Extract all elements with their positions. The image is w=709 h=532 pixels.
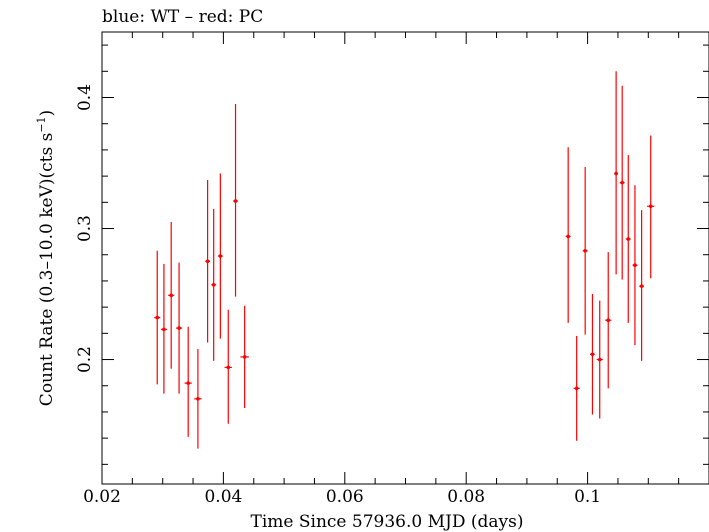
data-point	[154, 250, 161, 385]
data-marker	[177, 326, 181, 330]
y-axis-tick-labels: 0.2 0.3 0.4	[75, 84, 95, 373]
chart-title: blue: WT – red: PC	[102, 7, 263, 27]
data-point	[590, 294, 595, 415]
data-point	[632, 185, 638, 346]
data-marker	[597, 357, 602, 362]
y-tick-label: 0.2	[75, 346, 95, 373]
y-axis-label: Count Rate (0.3–10.0 keV)(cts s−1)	[35, 110, 57, 406]
data-point	[176, 262, 183, 394]
data-marker	[218, 254, 223, 258]
data-point	[184, 326, 192, 437]
plot-frame	[101, 31, 709, 485]
y-axis-ticks	[102, 44, 709, 465]
data-marker	[583, 248, 587, 253]
data-marker	[639, 284, 644, 288]
data-point	[211, 208, 217, 361]
data-point	[217, 173, 223, 339]
data-point	[605, 252, 612, 389]
data-marker	[648, 204, 653, 209]
x-tick-label: 0.06	[326, 487, 364, 507]
x-tick-label: 0.04	[204, 487, 242, 507]
data-point	[639, 210, 645, 361]
x-axis-tick-labels: 0.02 0.04 0.06 0.08 0.1	[83, 487, 601, 507]
y-tick-label: 0.3	[75, 215, 95, 242]
data-marker	[226, 365, 231, 370]
data-marker	[242, 355, 247, 359]
data-marker	[633, 263, 637, 268]
data-marker	[162, 327, 166, 332]
data-point	[224, 309, 232, 424]
y-tick-label: 0.4	[75, 84, 95, 111]
data-points	[154, 71, 655, 449]
data-point	[596, 300, 603, 419]
data-marker	[574, 386, 579, 391]
x-tick-label: 0.08	[447, 487, 485, 507]
data-point	[614, 71, 618, 275]
data-point	[582, 166, 588, 335]
data-point	[619, 85, 625, 280]
data-marker	[606, 318, 611, 323]
x-tick-label: 0.1	[574, 487, 601, 507]
data-point	[194, 349, 202, 449]
data-marker	[626, 237, 631, 241]
data-point	[233, 104, 238, 297]
data-point	[160, 263, 167, 394]
data-marker	[566, 234, 570, 239]
data-marker	[196, 397, 200, 401]
data-marker	[205, 259, 210, 264]
data-point	[573, 335, 580, 441]
x-axis-ticks	[101, 32, 709, 484]
data-marker	[169, 293, 173, 298]
data-marker	[211, 283, 216, 287]
data-marker	[186, 381, 190, 385]
data-point	[565, 147, 571, 323]
data-marker	[233, 199, 238, 203]
data-marker	[590, 352, 595, 357]
y-axis-label-superscript: −1	[35, 116, 48, 132]
data-point	[168, 221, 175, 369]
x-tick-label: 0.02	[83, 487, 121, 507]
data-point	[205, 180, 211, 343]
data-point	[625, 155, 631, 323]
x-axis-label: Time Since 57936.0 MJD (days)	[251, 512, 524, 532]
data-point	[240, 305, 249, 409]
data-marker	[620, 180, 624, 185]
data-point	[647, 135, 655, 279]
y-axis-label-main: Count Rate (0.3–10.0 keV)(cts s	[37, 133, 57, 407]
data-marker	[614, 171, 618, 176]
y-axis-label-end: )	[37, 110, 57, 117]
data-marker	[155, 315, 160, 320]
